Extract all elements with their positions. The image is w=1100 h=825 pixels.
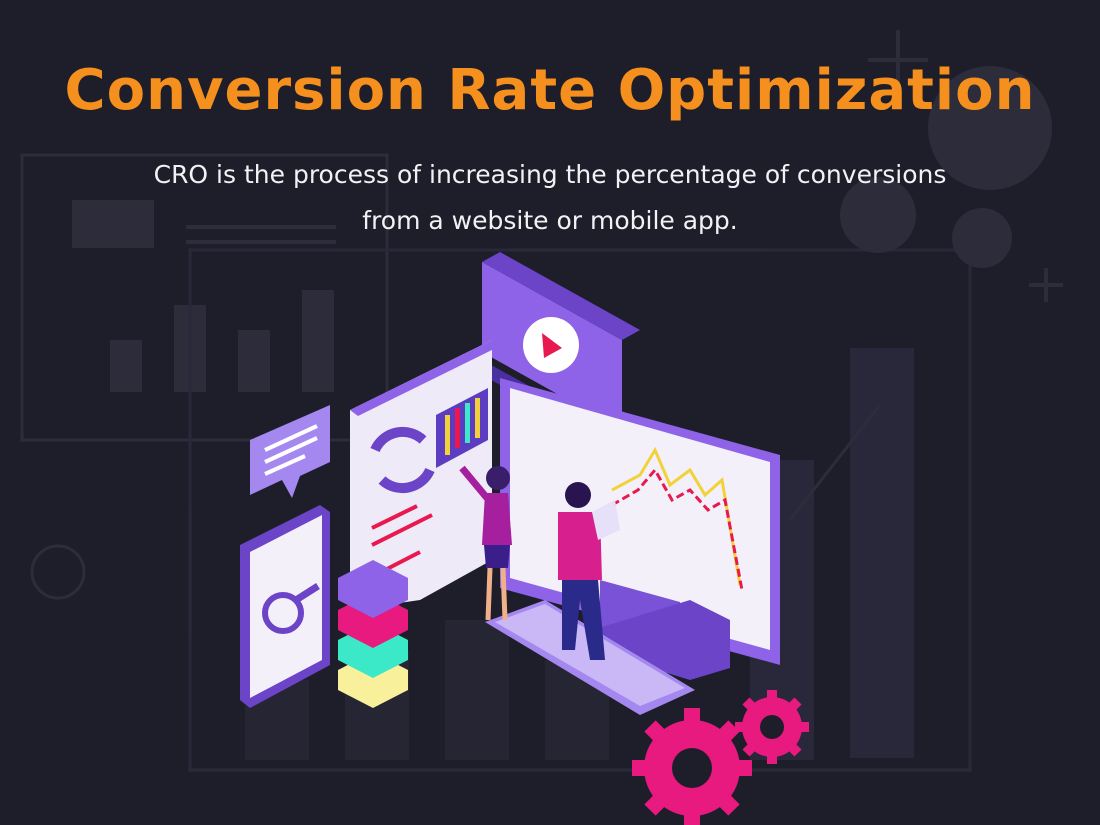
woman (459, 465, 512, 621)
phone (240, 505, 330, 708)
chat-bubble (250, 405, 330, 498)
document-panel (350, 340, 500, 610)
man (558, 482, 620, 660)
blocks (338, 560, 408, 708)
subtitle-line: CRO is the process of increasing the per… (153, 160, 947, 189)
subtitle-line: from a website or mobile app. (362, 206, 738, 235)
title: Conversion Rate Optimization (64, 58, 1036, 123)
gears (632, 690, 809, 825)
